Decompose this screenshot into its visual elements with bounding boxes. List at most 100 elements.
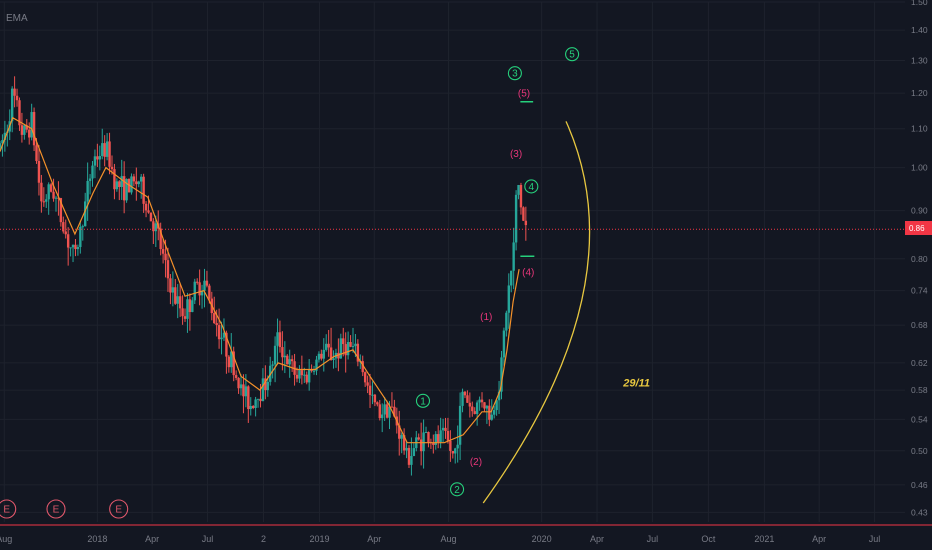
earnings-marker[interactable] xyxy=(0,499,17,519)
wave-label: (4) xyxy=(522,267,534,278)
candle-body xyxy=(93,156,97,166)
candle-body xyxy=(524,220,528,226)
candle-body xyxy=(176,296,179,304)
candlestick-series xyxy=(0,76,528,476)
candle-body xyxy=(492,410,496,415)
elliott-wave-labels: 1 2 3 4 5 (1) (2) (3) (4) (5) xyxy=(415,47,580,497)
candle-body xyxy=(200,290,204,296)
candle-body xyxy=(18,100,21,126)
candle-body xyxy=(322,349,325,359)
candle-body xyxy=(242,384,245,397)
candle-body xyxy=(110,166,114,170)
candle-body xyxy=(466,395,469,403)
candle-body xyxy=(35,145,38,161)
candle-body xyxy=(436,434,440,442)
candle-body xyxy=(76,247,80,250)
candle-body xyxy=(471,406,474,412)
candle-body xyxy=(103,143,106,157)
candle-body xyxy=(195,281,199,283)
candle-body xyxy=(118,181,121,188)
candle-body xyxy=(188,299,192,313)
candle-body xyxy=(419,439,423,452)
candle-body xyxy=(261,378,265,402)
candle-body xyxy=(371,394,374,396)
candle-body xyxy=(512,242,515,271)
candle-body xyxy=(30,112,33,138)
candle-body xyxy=(144,203,148,211)
candle-body xyxy=(54,197,58,199)
candle-body xyxy=(120,176,123,188)
price-tick-label: 1.30 xyxy=(911,55,928,65)
candle-body xyxy=(183,316,187,319)
candle-body xyxy=(473,411,476,414)
candle-body xyxy=(329,347,333,360)
wave-circle xyxy=(415,393,431,408)
candle-body xyxy=(84,201,87,227)
price-tick-label: 1.00 xyxy=(911,163,928,173)
candle-body xyxy=(317,353,321,360)
candle-body xyxy=(432,442,435,445)
candle-body xyxy=(517,184,520,195)
candle-body xyxy=(108,141,111,167)
candle-body xyxy=(169,278,172,293)
candle-body xyxy=(385,404,389,418)
price-tick-label: 0.80 xyxy=(911,254,928,264)
time-tick-label: Apr xyxy=(812,534,826,544)
price-tick-label: 0.58 xyxy=(911,385,928,395)
time-tick-label: Oct xyxy=(701,534,716,544)
candle-body xyxy=(249,405,252,410)
candle-body xyxy=(154,223,158,232)
date-annotation: 29/11 xyxy=(622,378,650,390)
candle-body xyxy=(96,156,99,160)
candle-body xyxy=(13,88,16,96)
price-tick-label: 1.10 xyxy=(911,124,928,134)
candle-body xyxy=(66,234,70,248)
candle-body xyxy=(52,191,55,199)
candle-body xyxy=(505,312,508,331)
candle-body xyxy=(463,391,467,396)
price-tick-label: 0.54 xyxy=(911,414,928,424)
candle-body xyxy=(132,176,136,182)
candle-body xyxy=(441,427,445,431)
candle-body xyxy=(449,440,452,452)
earnings-marker-label: E xyxy=(115,505,122,516)
candle-body xyxy=(225,332,228,357)
candle-body xyxy=(373,394,377,403)
candle-body xyxy=(366,382,369,386)
candle-body xyxy=(346,342,350,356)
candle-body xyxy=(295,374,299,379)
candle-body xyxy=(149,212,153,222)
candle-body xyxy=(458,405,462,445)
indicator-label[interactable]: EMA xyxy=(6,13,28,24)
candle-body xyxy=(232,351,235,376)
candle-body xyxy=(234,375,238,378)
candle-body xyxy=(0,143,2,148)
price-axis[interactable]: 1.50 1.40 1.30 1.20 1.10 1.00 0.90 0.80 0.74 0.68… xyxy=(911,0,928,517)
earnings-marker[interactable] xyxy=(109,499,129,519)
price-tick-label: 0.68 xyxy=(911,320,928,330)
candle-body xyxy=(522,207,525,221)
candle-body xyxy=(64,231,67,235)
candle-body xyxy=(514,194,518,243)
candle-body xyxy=(485,405,489,409)
candle-body xyxy=(205,280,209,286)
candle-body xyxy=(278,332,282,348)
candle-body xyxy=(412,448,416,457)
candle-body xyxy=(135,181,138,185)
candle-body xyxy=(378,404,381,419)
candle-body xyxy=(363,372,367,383)
candle-body xyxy=(422,432,425,452)
candle-body xyxy=(79,226,82,248)
time-tick-label: Aug xyxy=(441,534,457,544)
price-tick-label: 1.20 xyxy=(911,88,928,98)
candle-body xyxy=(139,176,143,182)
candle-body xyxy=(42,201,46,203)
candle-body xyxy=(220,337,223,340)
time-axis[interactable]: Aug 2018 Apr Jul 2 2019 Apr Aug 2020 Apr Jul Oct 202… xyxy=(0,534,880,544)
candle-body xyxy=(273,345,277,365)
earnings-marker[interactable] xyxy=(46,499,66,519)
candle-body xyxy=(186,299,189,319)
candle-body xyxy=(101,143,104,157)
